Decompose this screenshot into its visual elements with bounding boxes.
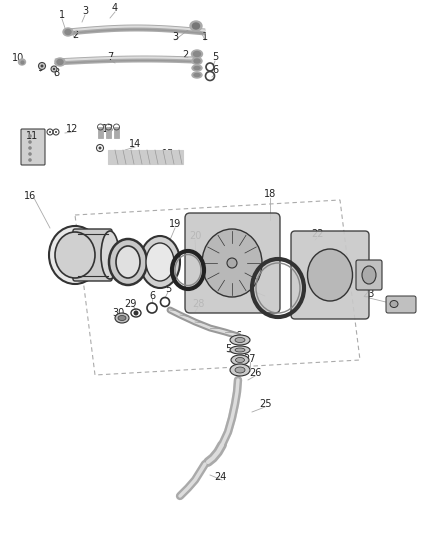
- Ellipse shape: [101, 231, 119, 279]
- Text: 9: 9: [37, 63, 43, 73]
- FancyBboxPatch shape: [386, 296, 416, 313]
- Circle shape: [28, 134, 32, 138]
- Ellipse shape: [235, 367, 245, 373]
- Text: 25: 25: [259, 399, 271, 409]
- Ellipse shape: [116, 246, 140, 278]
- Ellipse shape: [190, 21, 202, 31]
- Text: 14: 14: [112, 150, 124, 160]
- Text: 28: 28: [192, 299, 204, 309]
- Text: 18: 18: [264, 189, 276, 199]
- Bar: [108, 150, 183, 164]
- Text: 5: 5: [225, 344, 231, 354]
- Text: 3: 3: [172, 32, 178, 42]
- FancyBboxPatch shape: [291, 231, 369, 319]
- Circle shape: [53, 68, 55, 70]
- Text: 6: 6: [235, 331, 241, 341]
- Text: 3: 3: [82, 6, 88, 16]
- Ellipse shape: [146, 243, 174, 281]
- Circle shape: [51, 66, 57, 72]
- Circle shape: [28, 152, 32, 156]
- Text: 29: 29: [124, 299, 136, 309]
- Text: 7: 7: [107, 52, 113, 62]
- Text: 19: 19: [169, 219, 181, 229]
- Circle shape: [28, 146, 32, 150]
- Ellipse shape: [202, 229, 262, 297]
- Circle shape: [39, 62, 46, 69]
- Ellipse shape: [231, 355, 249, 365]
- FancyBboxPatch shape: [185, 213, 280, 313]
- Circle shape: [40, 64, 43, 68]
- Text: 16: 16: [24, 191, 36, 201]
- Ellipse shape: [140, 236, 180, 288]
- Ellipse shape: [63, 28, 73, 36]
- Ellipse shape: [192, 65, 202, 71]
- Bar: [106, 127, 111, 138]
- Ellipse shape: [230, 364, 250, 376]
- Circle shape: [28, 158, 32, 162]
- Text: 1: 1: [59, 10, 65, 20]
- Text: 15: 15: [162, 149, 174, 159]
- Text: 14: 14: [129, 139, 141, 149]
- Text: 10: 10: [12, 53, 24, 63]
- Circle shape: [99, 147, 102, 149]
- FancyBboxPatch shape: [21, 129, 45, 165]
- Ellipse shape: [118, 316, 126, 320]
- Text: 1: 1: [202, 32, 208, 42]
- Text: 4: 4: [112, 3, 118, 13]
- Ellipse shape: [235, 337, 245, 343]
- Ellipse shape: [194, 74, 200, 77]
- Text: 11: 11: [26, 131, 38, 141]
- Ellipse shape: [194, 59, 200, 63]
- Ellipse shape: [235, 348, 245, 352]
- Ellipse shape: [230, 335, 250, 345]
- Text: 20: 20: [189, 231, 201, 241]
- Ellipse shape: [57, 60, 63, 64]
- Text: 12: 12: [66, 124, 78, 134]
- Ellipse shape: [109, 239, 147, 285]
- Ellipse shape: [18, 59, 25, 65]
- Bar: [114, 127, 119, 138]
- Text: 23: 23: [362, 289, 374, 299]
- Text: 5: 5: [212, 52, 218, 62]
- Circle shape: [55, 131, 57, 133]
- Ellipse shape: [362, 266, 376, 284]
- Ellipse shape: [55, 58, 65, 66]
- Circle shape: [28, 140, 32, 144]
- Circle shape: [134, 311, 138, 316]
- Text: 8: 8: [53, 68, 59, 78]
- Ellipse shape: [65, 29, 71, 35]
- Ellipse shape: [194, 67, 200, 69]
- Text: 2: 2: [182, 50, 188, 60]
- Ellipse shape: [49, 226, 101, 284]
- Text: 6: 6: [149, 291, 155, 301]
- Ellipse shape: [236, 358, 244, 362]
- Text: 26: 26: [249, 368, 261, 378]
- Text: 5: 5: [165, 284, 171, 294]
- Text: 17: 17: [62, 239, 74, 249]
- Ellipse shape: [192, 23, 199, 29]
- Text: 2: 2: [72, 30, 78, 40]
- Text: 30: 30: [112, 308, 124, 318]
- Ellipse shape: [191, 50, 202, 58]
- Text: 13: 13: [102, 124, 114, 134]
- Ellipse shape: [55, 232, 95, 278]
- FancyBboxPatch shape: [356, 260, 382, 290]
- Text: 6: 6: [212, 65, 218, 75]
- Text: 24: 24: [214, 472, 226, 482]
- Ellipse shape: [230, 346, 250, 354]
- Circle shape: [227, 258, 237, 268]
- Ellipse shape: [390, 301, 398, 308]
- Ellipse shape: [192, 58, 202, 64]
- Ellipse shape: [192, 72, 202, 78]
- FancyBboxPatch shape: [73, 229, 112, 281]
- Ellipse shape: [307, 249, 353, 301]
- Circle shape: [49, 131, 51, 133]
- Text: 31: 31: [242, 281, 254, 291]
- Text: 22: 22: [311, 229, 323, 239]
- Text: 27: 27: [244, 354, 256, 364]
- Bar: [98, 127, 103, 138]
- Ellipse shape: [115, 313, 129, 323]
- Ellipse shape: [194, 52, 201, 56]
